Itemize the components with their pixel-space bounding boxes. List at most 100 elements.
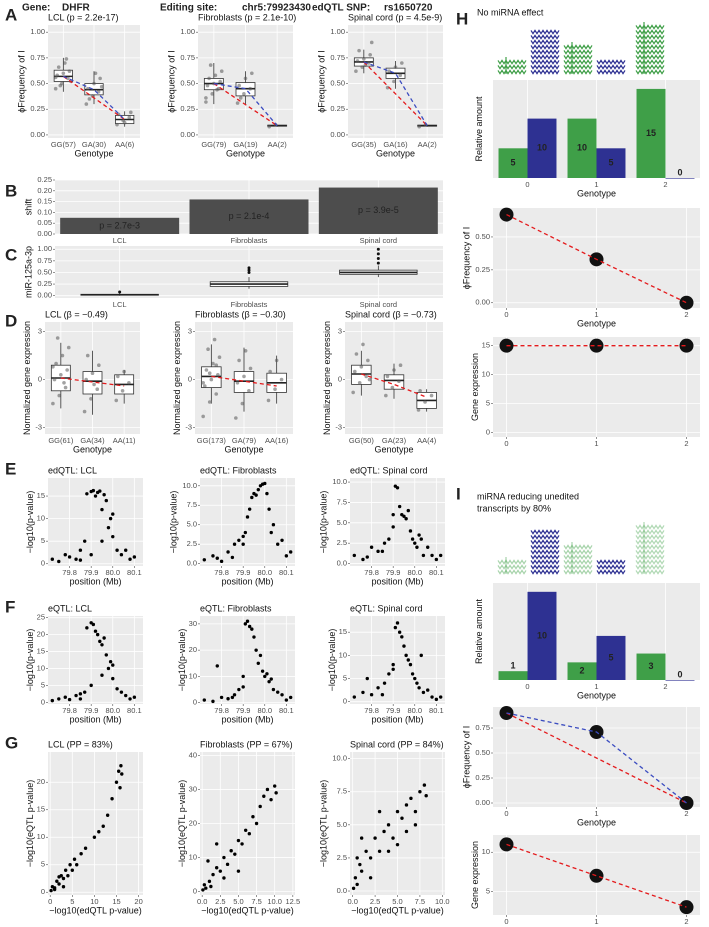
- data-point: [353, 369, 357, 374]
- data-point: [51, 401, 55, 406]
- data-point: [93, 629, 98, 633]
- value-label: 10: [537, 630, 547, 640]
- data-point: [214, 842, 219, 846]
- data-point: [404, 653, 408, 658]
- x-axis-label: Genotype: [577, 188, 616, 198]
- data-point: [111, 534, 115, 539]
- y-tick-label: 0.75: [475, 723, 490, 732]
- x-tick-label: 2: [663, 682, 667, 691]
- data-point: [120, 389, 125, 393]
- data-point: [99, 84, 104, 89]
- x-tick-label: 79.9: [386, 568, 401, 577]
- x-tick-label: 80.0: [407, 568, 422, 577]
- value-label: 2: [580, 666, 585, 676]
- y-tick-label: 0.25: [475, 265, 490, 274]
- y-axis-label: ϕFrequency of I: [167, 50, 177, 113]
- transcript-icon: [635, 534, 665, 540]
- x-tick-label: 79.8: [214, 568, 229, 577]
- data-point: [85, 492, 89, 496]
- panel-label: B: [5, 181, 17, 200]
- x-tick-label: 80.1: [279, 706, 294, 715]
- data-point: [410, 672, 415, 676]
- y-tick-label: 10.0: [332, 477, 347, 486]
- transcript-icon: [530, 554, 560, 560]
- y-axis-label: Relative amount: [474, 96, 484, 162]
- data-point: [271, 687, 276, 692]
- x-axis-label: position (Mb): [371, 576, 423, 586]
- transcript-icon: [635, 24, 665, 30]
- data-point: [92, 835, 97, 839]
- data-point: [64, 57, 69, 61]
- y-tick-label: 5: [41, 536, 45, 545]
- data-point: [376, 686, 380, 690]
- data-point: [245, 619, 250, 623]
- x-tick-label: 2.5: [370, 897, 380, 906]
- data-point: [361, 557, 365, 562]
- data-point: [406, 658, 410, 662]
- data-point: [63, 61, 67, 65]
- x-tick-label: 7.5: [251, 897, 261, 906]
- fit-line: [506, 712, 687, 804]
- transcript-icon: [530, 69, 560, 75]
- y-axis-label: miR-125a-3p: [24, 246, 34, 298]
- y-tick-label: 10: [37, 832, 45, 841]
- x-tick-label: Fibroblasts: [231, 236, 268, 245]
- data-point: [100, 673, 104, 677]
- data-point: [369, 693, 374, 697]
- x-axis-label: Genotype: [73, 444, 112, 454]
- data-point: [115, 122, 119, 127]
- x-tick-label: GG(173): [197, 436, 227, 445]
- data-point: [265, 787, 270, 792]
- x-tick-label: 5.0: [233, 897, 243, 906]
- panel-label: H: [456, 9, 468, 28]
- y-axis-label: Normalized gene expression: [172, 321, 182, 435]
- data-point: [260, 669, 265, 673]
- y-tick-label: -3: [185, 423, 192, 432]
- value-label: 0: [677, 669, 682, 679]
- data-point: [438, 553, 443, 558]
- y-tick-label: 0.0: [337, 886, 347, 895]
- y-axis-label: ϕFrequency of I: [317, 50, 327, 113]
- data-point: [62, 381, 66, 385]
- y-tick-label: 0: [338, 375, 342, 384]
- data-point: [274, 791, 278, 795]
- data-point: [392, 368, 396, 372]
- data-point: [357, 48, 361, 53]
- y-axis-label: Gene expression: [470, 353, 480, 421]
- transcript-icon: [635, 524, 665, 530]
- data-point: [387, 69, 391, 74]
- data-point: [66, 345, 71, 350]
- x-tick-label: 80.0: [257, 568, 272, 577]
- y-tick-label: 0: [343, 697, 347, 706]
- x-axis-label: position (Mb): [69, 714, 121, 724]
- bar: [498, 671, 528, 680]
- data-point: [279, 377, 284, 382]
- value-label: 5: [608, 158, 613, 168]
- y-axis-label: −log10(p-value): [319, 491, 329, 554]
- data-point: [128, 697, 132, 701]
- data-point: [49, 888, 53, 893]
- data-point: [61, 876, 66, 881]
- data-point: [265, 672, 269, 676]
- x-tick-label: 79.8: [214, 706, 229, 715]
- bar: [636, 653, 666, 680]
- data-point: [242, 374, 246, 379]
- y-tick-label: 0.15: [37, 197, 52, 206]
- transcript-icon: [530, 559, 560, 565]
- data-point: [354, 69, 358, 74]
- outlier: [376, 247, 380, 251]
- data-point: [395, 486, 400, 490]
- bar-annotation: p = 2.7e-3: [99, 220, 140, 230]
- transcript-icon: [497, 559, 527, 565]
- x-tick-label: 0: [525, 180, 529, 189]
- data-point: [100, 643, 104, 647]
- transcript-icon: [635, 44, 665, 50]
- y-tick-label: 1.00: [180, 27, 195, 36]
- transcript-icon: [596, 559, 626, 565]
- outlier: [376, 252, 380, 256]
- transcript-icon: [596, 64, 626, 70]
- data-point: [79, 852, 83, 856]
- data-point: [236, 869, 241, 873]
- header-value: rs1650720: [384, 3, 433, 14]
- x-axis-label: Genotype: [226, 148, 265, 158]
